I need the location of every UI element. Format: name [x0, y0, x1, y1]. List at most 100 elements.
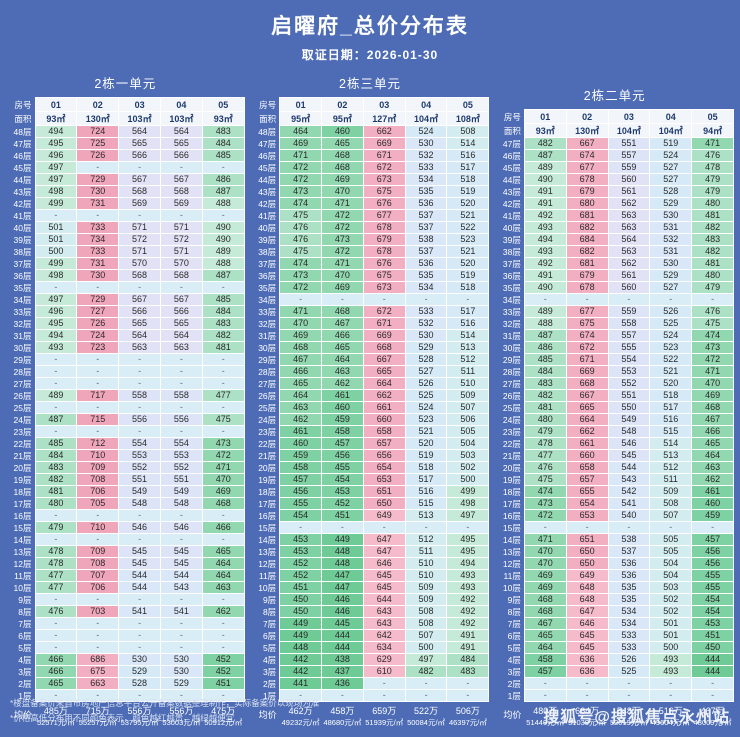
price-cell: 512: [446, 353, 490, 366]
price-cell: -: [201, 593, 245, 606]
table-row: 18层 481 706 549 549 469: [6, 485, 245, 498]
price-cell: 472: [321, 245, 364, 258]
price-cell: 564: [118, 125, 161, 138]
floor-label: 34层: [502, 294, 521, 305]
table-row: 41层 475 472 677 537 521: [251, 209, 490, 222]
price-cell: -: [523, 677, 567, 690]
table-row: 33层 496 727 566 566 484: [6, 305, 245, 318]
price-cell: 454: [279, 509, 322, 522]
price-cell: -: [118, 377, 161, 390]
floor-label: 7层: [262, 618, 277, 629]
price-cell: -: [118, 281, 161, 294]
price-cell: 450: [279, 605, 322, 618]
table-row: 43层 498 730 568 568 487: [6, 185, 245, 198]
unit-header-cell: 01: [523, 109, 567, 124]
price-cell: 519: [446, 269, 490, 282]
price-cell: 451: [321, 509, 364, 522]
table-row: 28层 - - - - -: [6, 365, 245, 378]
price-cell: 452: [201, 665, 245, 678]
price-cell: 489: [201, 245, 245, 258]
price-cell: 648: [565, 593, 609, 606]
price-cell: 551: [607, 137, 651, 150]
floor-label: 17层: [502, 498, 521, 509]
floor-label: 44层: [13, 174, 32, 185]
table-row: 33层 471 468 672 533 517: [251, 305, 490, 318]
average-cell: 475万 50912元/㎡: [202, 702, 244, 728]
price-cell: 492: [446, 617, 490, 630]
price-cell: -: [321, 689, 364, 702]
floor-label: 5层: [18, 642, 32, 653]
price-cell: 471: [691, 137, 735, 150]
area-header-cell: 104㎡: [607, 123, 651, 138]
price-cell: 492: [446, 593, 490, 606]
price-cell: 552: [607, 377, 651, 390]
price-cell: -: [607, 521, 651, 534]
price-cell: 678: [362, 221, 406, 234]
price-cell: 730: [76, 269, 120, 282]
price-cell: 563: [607, 245, 651, 258]
price-cell: 514: [446, 329, 490, 342]
floor-label: 30层: [13, 342, 32, 353]
price-cell: -: [76, 401, 120, 414]
price-cell: 442: [279, 653, 322, 666]
table-row: 7层 449 445 643 508 492: [251, 617, 490, 630]
floor-label: 47层: [13, 138, 32, 149]
table-row: 30层 486 672 555 523 473: [495, 341, 735, 354]
price-cell: 706: [76, 485, 120, 498]
price-cell: 499: [34, 257, 78, 270]
price-cell: 464: [321, 353, 364, 366]
price-cell: 456: [691, 545, 735, 558]
price-cell: 521: [404, 425, 448, 438]
price-cell: 657: [565, 473, 609, 486]
price-cell: 501: [649, 629, 693, 642]
area-header-label: 面积: [259, 113, 277, 124]
table-row: 16层 454 451 649 513 497: [251, 509, 490, 522]
price-cell: 487: [34, 413, 78, 426]
floor-label: 42层: [13, 198, 32, 209]
price-cell: 571: [118, 245, 161, 258]
price-cell: 495: [446, 533, 490, 546]
footnotes: *楼盘备案价来自市房地产信息平台公开备案数据整理制作，实际备案价以现场为准 *价…: [10, 696, 319, 725]
price-cell: 488: [201, 197, 245, 210]
price-cell: -: [565, 677, 609, 690]
average-total-price: 462万: [288, 706, 313, 716]
price-cell: 668: [362, 341, 406, 354]
price-cell: -: [34, 281, 78, 294]
price-cell: 567: [118, 293, 161, 306]
floor-label: 45层: [13, 162, 32, 173]
table-row: 2层 - - - - -: [495, 677, 735, 690]
floor-label: 45层: [258, 162, 277, 173]
average-unit-price: 50084元/㎡: [407, 717, 446, 727]
price-cell: 478: [34, 545, 78, 558]
price-cell: 476: [279, 221, 322, 234]
price-cell: 481: [691, 257, 735, 270]
price-cell: 513: [446, 341, 490, 354]
floor-label: 28层: [502, 366, 521, 377]
price-cell: 511: [404, 545, 448, 558]
certificate-date: 取证日期：2026-01-30: [301, 48, 439, 62]
unit-table-block: 2栋二单元 房号 01 02 03 04 05 面积 93㎡ 130㎡ 104㎡ 104㎡ 94㎡ 47层…: [495, 71, 735, 727]
average-cell: 458万 48680元/㎡: [322, 702, 364, 728]
table-row: 21层 484 710 553 553 472: [6, 449, 245, 462]
price-cell: 497: [404, 653, 448, 666]
table-row: 34层 - - - - -: [251, 293, 490, 306]
price-cell: 456: [691, 557, 735, 570]
price-cell: 529: [649, 269, 693, 282]
price-cell: 476: [523, 461, 567, 474]
table-row: 23层 - - - - -: [6, 425, 245, 438]
price-cell: 485: [201, 293, 245, 306]
price-cell: 530: [404, 329, 448, 342]
price-cell: 472: [321, 221, 364, 234]
floor-label: 24层: [502, 414, 521, 425]
price-cell: 522: [649, 353, 693, 366]
price-cell: 651: [565, 533, 609, 546]
price-cell: 510: [446, 377, 490, 390]
price-cell: 726: [76, 317, 120, 330]
floor-label: 47层: [258, 138, 277, 149]
price-cell: 680: [565, 197, 609, 210]
price-cell: 647: [362, 533, 406, 546]
price-cell: 656: [362, 449, 406, 462]
price-cell: 676: [362, 257, 406, 270]
price-cell: 483: [691, 233, 735, 246]
price-cell: 471: [523, 533, 567, 546]
